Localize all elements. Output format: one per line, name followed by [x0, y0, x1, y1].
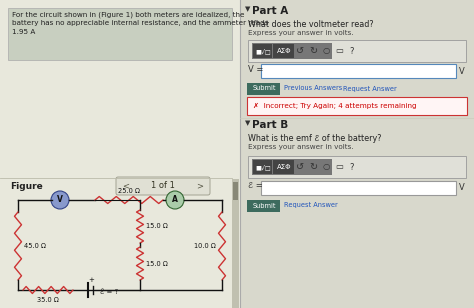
Text: ✗  Incorrect; Try Again; 4 attempts remaining: ✗ Incorrect; Try Again; 4 attempts remai… [253, 103, 417, 109]
Text: For the circuit shown in (Figure 1) both meters are idealized, the
battery has n: For the circuit shown in (Figure 1) both… [12, 12, 268, 34]
Text: ℰ = ?: ℰ = ? [100, 289, 118, 295]
Text: >: > [197, 181, 203, 191]
Text: Figure: Figure [10, 182, 43, 191]
Text: +: + [88, 277, 94, 283]
Text: AΣΦ: AΣΦ [277, 164, 291, 170]
Text: ▭: ▭ [335, 163, 343, 172]
Bar [232, 179, 239, 308]
FancyBboxPatch shape [8, 8, 232, 60]
Text: ○: ○ [322, 47, 329, 55]
FancyBboxPatch shape [247, 97, 467, 115]
Text: V: V [459, 184, 465, 192]
Text: ■√□: ■√□ [255, 48, 271, 54]
Text: ℰ =: ℰ = [248, 181, 263, 191]
Text: ■√□: ■√□ [255, 164, 271, 170]
Text: 10.0 Ω: 10.0 Ω [194, 243, 216, 249]
Text: Submit: Submit [252, 202, 276, 209]
FancyBboxPatch shape [273, 43, 294, 58]
Text: 15.0 Ω: 15.0 Ω [146, 261, 168, 266]
FancyBboxPatch shape [261, 64, 456, 78]
Text: What does the voltmeter read?: What does the voltmeter read? [248, 20, 374, 29]
Text: Part A: Part A [252, 6, 288, 16]
Text: ↻: ↻ [309, 46, 317, 56]
FancyBboxPatch shape [252, 43, 332, 59]
Text: V: V [57, 196, 63, 205]
Bar [233, 182, 238, 200]
FancyBboxPatch shape [261, 181, 456, 195]
Text: 45.0 Ω: 45.0 Ω [24, 243, 46, 249]
Text: ▼: ▼ [245, 120, 250, 126]
Text: 1 of 1: 1 of 1 [151, 181, 175, 191]
FancyBboxPatch shape [254, 160, 273, 173]
Text: Request Answer: Request Answer [284, 202, 338, 209]
Text: <: < [122, 181, 129, 191]
Text: Submit: Submit [252, 86, 276, 91]
Text: Request Answer: Request Answer [343, 86, 397, 91]
Text: V =: V = [248, 64, 264, 74]
Text: Express your answer in volts.: Express your answer in volts. [248, 30, 354, 36]
FancyBboxPatch shape [247, 83, 281, 95]
Text: V: V [459, 67, 465, 75]
Text: What is the emf ℰ of the battery?: What is the emf ℰ of the battery? [248, 134, 382, 143]
Text: AΣΦ: AΣΦ [277, 48, 291, 54]
Bar [240, 0, 474, 308]
Text: 25.0 Ω: 25.0 Ω [118, 188, 140, 194]
FancyBboxPatch shape [254, 43, 273, 58]
Text: 35.0 Ω: 35.0 Ω [37, 297, 59, 303]
Text: Part B: Part B [252, 120, 288, 130]
Text: ↺: ↺ [296, 46, 304, 56]
FancyBboxPatch shape [248, 40, 466, 62]
Text: Express your answer in volts.: Express your answer in volts. [248, 144, 354, 150]
Text: A: A [172, 196, 178, 205]
Text: 15.0 Ω: 15.0 Ω [146, 224, 168, 229]
Text: ?: ? [350, 163, 354, 172]
Text: ↻: ↻ [309, 162, 317, 172]
Text: ↺: ↺ [296, 162, 304, 172]
Circle shape [51, 191, 69, 209]
FancyBboxPatch shape [248, 156, 466, 178]
Circle shape [166, 191, 184, 209]
Text: ○: ○ [322, 163, 329, 172]
Text: Previous Answers: Previous Answers [284, 86, 342, 91]
FancyBboxPatch shape [273, 160, 294, 173]
Text: ▭: ▭ [335, 47, 343, 55]
Text: ▼: ▼ [245, 6, 250, 12]
Text: ?: ? [350, 47, 354, 55]
FancyBboxPatch shape [252, 159, 332, 175]
FancyBboxPatch shape [247, 200, 281, 212]
FancyBboxPatch shape [116, 177, 210, 195]
Bar [0, 0, 240, 308]
